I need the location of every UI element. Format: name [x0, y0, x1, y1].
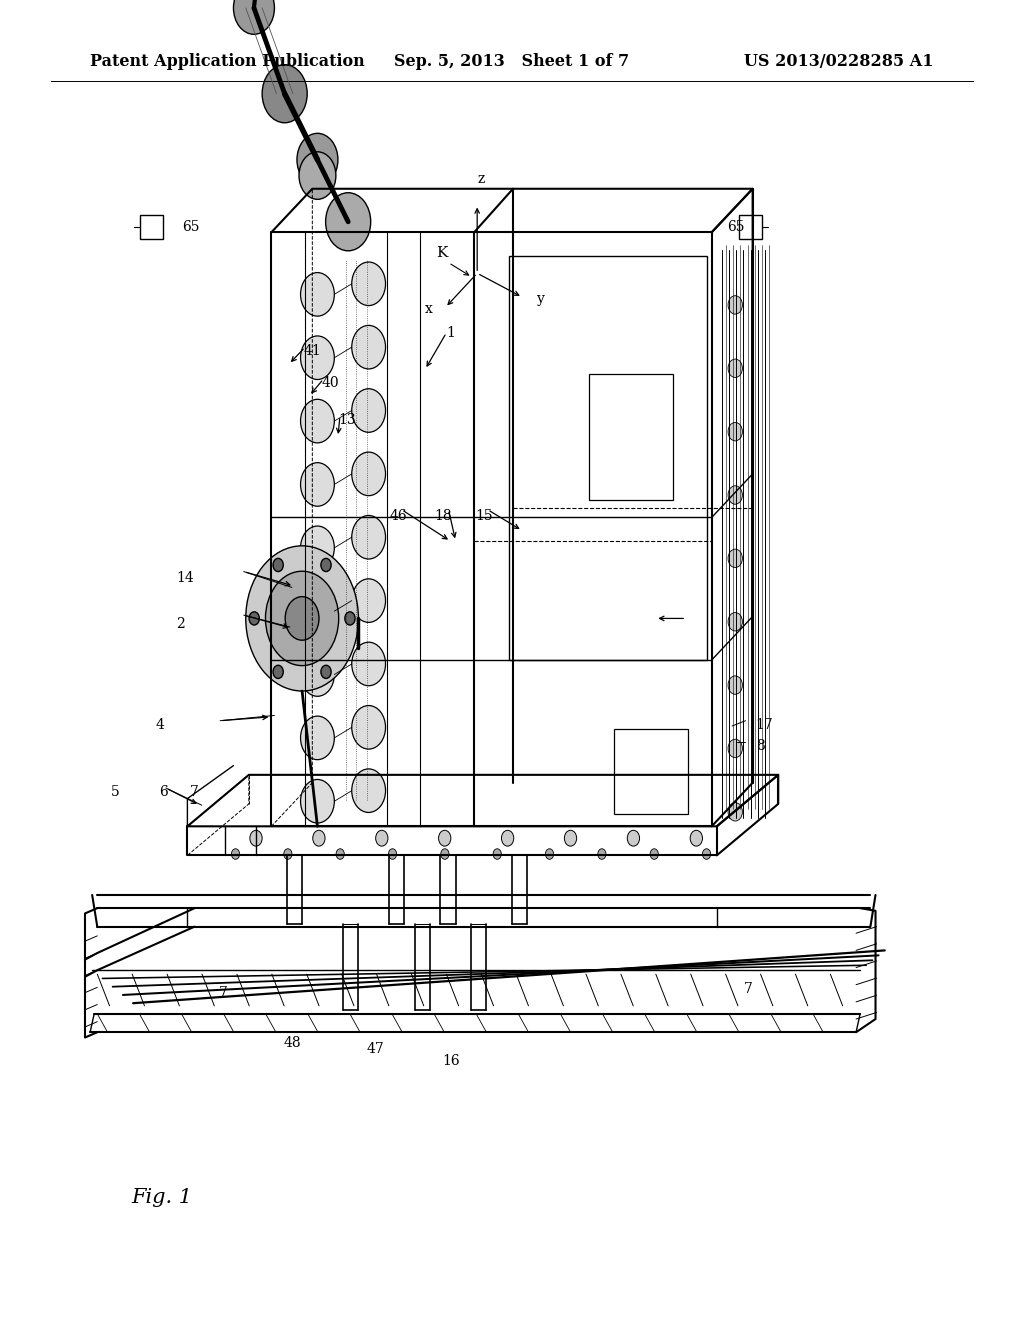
Text: 1: 1: [446, 326, 456, 339]
Circle shape: [299, 152, 336, 199]
Circle shape: [233, 0, 274, 34]
Circle shape: [273, 665, 284, 678]
Text: 5: 5: [111, 785, 120, 799]
Circle shape: [702, 849, 711, 859]
Text: 8: 8: [756, 739, 765, 752]
Circle shape: [301, 335, 334, 379]
Circle shape: [352, 388, 385, 433]
Circle shape: [650, 849, 658, 859]
Circle shape: [301, 653, 334, 697]
Text: 48: 48: [284, 1036, 301, 1049]
Text: y: y: [537, 292, 545, 306]
Circle shape: [249, 612, 259, 626]
Circle shape: [564, 830, 577, 846]
Text: 17: 17: [756, 718, 773, 731]
Bar: [614, 729, 688, 814]
Circle shape: [336, 849, 344, 859]
Circle shape: [352, 578, 385, 623]
Circle shape: [628, 830, 640, 846]
Text: K: K: [435, 247, 447, 260]
Circle shape: [301, 462, 334, 506]
Circle shape: [494, 849, 502, 859]
Circle shape: [262, 65, 307, 123]
Circle shape: [301, 589, 334, 632]
Circle shape: [285, 597, 319, 640]
Circle shape: [546, 849, 554, 859]
Circle shape: [246, 546, 358, 692]
Circle shape: [352, 643, 385, 686]
Circle shape: [728, 739, 742, 758]
Text: 15: 15: [475, 510, 493, 523]
Circle shape: [728, 803, 742, 821]
Circle shape: [352, 451, 385, 495]
Text: Sep. 5, 2013   Sheet 1 of 7: Sep. 5, 2013 Sheet 1 of 7: [394, 53, 630, 70]
Circle shape: [728, 359, 742, 378]
Circle shape: [326, 193, 371, 251]
Circle shape: [321, 665, 331, 678]
Circle shape: [690, 830, 702, 846]
Circle shape: [301, 779, 334, 824]
Text: 7: 7: [189, 785, 199, 799]
Circle shape: [265, 572, 339, 665]
Circle shape: [598, 849, 606, 859]
Circle shape: [284, 849, 292, 859]
Circle shape: [440, 849, 449, 859]
Circle shape: [502, 830, 514, 846]
Circle shape: [301, 272, 334, 315]
Text: z: z: [477, 172, 485, 186]
Text: US 2013/0228285 A1: US 2013/0228285 A1: [744, 53, 934, 70]
Circle shape: [728, 549, 742, 568]
Circle shape: [301, 525, 334, 570]
Circle shape: [273, 558, 284, 572]
Circle shape: [231, 849, 240, 859]
Circle shape: [321, 558, 331, 572]
Circle shape: [438, 830, 451, 846]
Circle shape: [728, 612, 742, 631]
Text: 47: 47: [367, 1043, 384, 1056]
Text: 6: 6: [159, 785, 168, 799]
Circle shape: [352, 516, 385, 560]
Circle shape: [312, 830, 325, 846]
Circle shape: [345, 612, 355, 626]
Circle shape: [352, 325, 385, 368]
Circle shape: [297, 133, 338, 186]
Circle shape: [352, 705, 385, 748]
Text: 2: 2: [176, 618, 185, 631]
Text: 7: 7: [743, 982, 753, 995]
Circle shape: [728, 296, 742, 314]
Text: 13: 13: [338, 413, 355, 426]
Text: 4: 4: [156, 718, 165, 731]
Circle shape: [376, 830, 388, 846]
Text: 18: 18: [434, 510, 452, 523]
Text: 14: 14: [176, 572, 194, 585]
Circle shape: [250, 830, 262, 846]
Bar: [509, 256, 707, 660]
Circle shape: [388, 849, 396, 859]
Text: 40: 40: [322, 376, 339, 389]
Bar: [140, 215, 163, 239]
Circle shape: [301, 399, 334, 442]
Text: 65: 65: [727, 220, 744, 234]
Bar: [739, 215, 762, 239]
Circle shape: [728, 486, 742, 504]
Text: 41: 41: [303, 345, 321, 358]
Circle shape: [728, 676, 742, 694]
Bar: [589, 375, 673, 499]
Text: 7: 7: [219, 986, 228, 999]
Text: 65: 65: [182, 220, 200, 234]
Text: Fig. 1: Fig. 1: [131, 1188, 193, 1206]
Text: 46: 46: [389, 510, 407, 523]
Text: Patent Application Publication: Patent Application Publication: [90, 53, 365, 70]
Text: x: x: [425, 302, 432, 315]
Circle shape: [728, 422, 742, 441]
Text: 16: 16: [442, 1055, 460, 1068]
Circle shape: [301, 715, 334, 759]
Circle shape: [352, 768, 385, 812]
Circle shape: [352, 261, 385, 305]
